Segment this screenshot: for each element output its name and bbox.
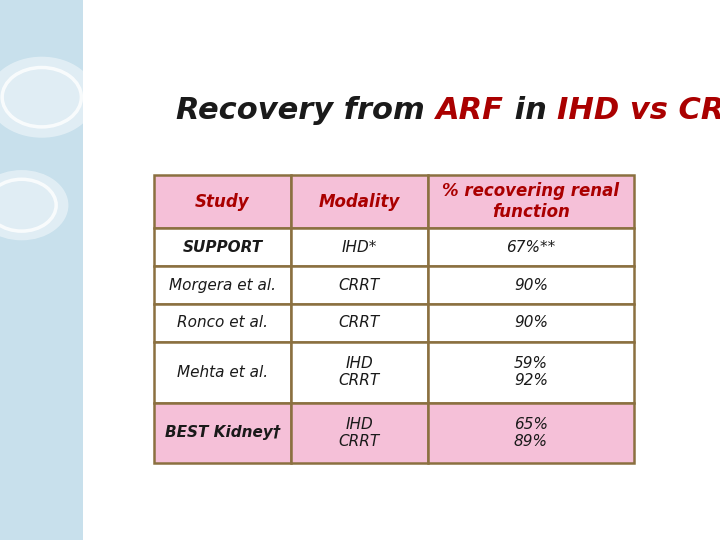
Text: CRRT: CRRT: [338, 315, 380, 330]
Text: 65%
89%: 65% 89%: [514, 417, 548, 449]
Bar: [428, 228, 634, 266]
Text: in: in: [504, 96, 557, 125]
Text: Ronco et al.: Ronco et al.: [177, 315, 268, 330]
Bar: [291, 342, 428, 402]
Bar: [428, 402, 634, 463]
Bar: [291, 266, 428, 304]
Text: SUPPORT: SUPPORT: [182, 240, 263, 255]
Text: Recovery from: Recovery from: [176, 96, 436, 125]
Text: IHD
CRRT: IHD CRRT: [338, 356, 380, 388]
Text: IHD
CRRT: IHD CRRT: [338, 417, 380, 449]
Text: 59%
92%: 59% 92%: [514, 356, 548, 388]
Bar: [154, 402, 291, 463]
Bar: [428, 175, 634, 228]
Bar: [154, 266, 291, 304]
Text: IHD*: IHD*: [341, 240, 377, 255]
Text: Modality: Modality: [319, 193, 400, 211]
Text: 90%: 90%: [514, 315, 548, 330]
Text: % recovering renal
function: % recovering renal function: [442, 182, 619, 221]
Bar: [291, 304, 428, 342]
Text: Study: Study: [195, 193, 250, 211]
Bar: [291, 402, 428, 463]
Text: 90%: 90%: [514, 278, 548, 293]
Text: 67%**: 67%**: [506, 240, 556, 255]
Bar: [154, 304, 291, 342]
Bar: [291, 228, 428, 266]
Bar: [291, 175, 428, 228]
Bar: [154, 175, 291, 228]
Text: BEST Kidney†: BEST Kidney†: [165, 426, 280, 440]
Text: Mehta et al.: Mehta et al.: [177, 364, 268, 380]
Bar: [154, 342, 291, 402]
Bar: [154, 228, 291, 266]
Bar: [428, 304, 634, 342]
Bar: [428, 342, 634, 402]
Text: IHD vs CRRT: IHD vs CRRT: [557, 96, 720, 125]
Text: Morgera et al.: Morgera et al.: [169, 278, 276, 293]
Text: CRRT: CRRT: [338, 278, 380, 293]
Text: ARF: ARF: [436, 96, 504, 125]
Bar: [428, 266, 634, 304]
